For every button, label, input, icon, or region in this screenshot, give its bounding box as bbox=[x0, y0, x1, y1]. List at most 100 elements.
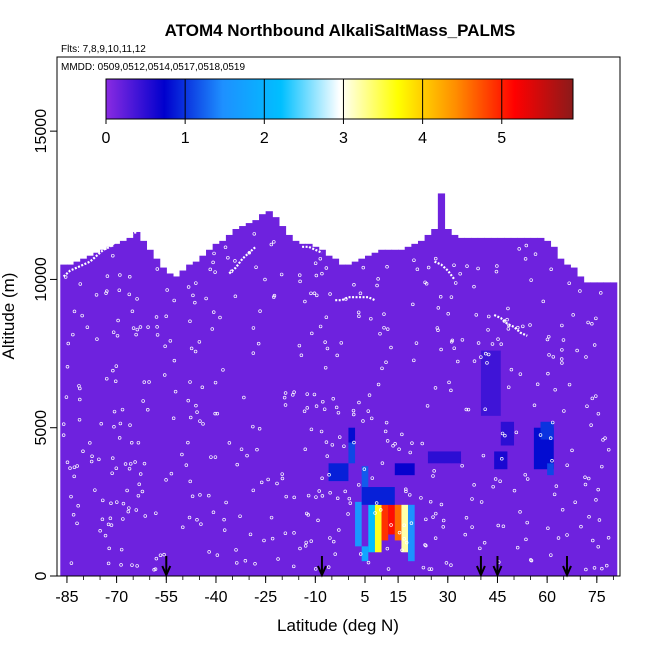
sample-point bbox=[213, 380, 218, 385]
sample-point bbox=[423, 280, 427, 285]
sample-point bbox=[476, 341, 481, 345]
sample-point bbox=[517, 247, 521, 251]
sample-point bbox=[432, 469, 436, 473]
sample-point bbox=[72, 474, 76, 479]
sample-point bbox=[292, 390, 296, 394]
sample-point bbox=[119, 563, 123, 567]
sample-point bbox=[291, 393, 295, 397]
sample-point bbox=[197, 340, 202, 344]
sample-point bbox=[292, 495, 296, 500]
sample-point bbox=[212, 251, 216, 256]
sample-point bbox=[304, 540, 308, 545]
sample-point bbox=[322, 407, 327, 411]
sample-point bbox=[126, 509, 131, 514]
sample-point bbox=[251, 351, 256, 355]
sample-point bbox=[482, 541, 487, 545]
sample-point bbox=[127, 275, 132, 279]
sample-point bbox=[325, 346, 330, 351]
sample-point bbox=[491, 484, 495, 489]
sample-point bbox=[284, 494, 288, 499]
sample-point bbox=[302, 409, 307, 414]
coverage-cell bbox=[252, 220, 260, 576]
sample-point bbox=[551, 355, 556, 359]
sample-point bbox=[547, 353, 551, 357]
sample-point bbox=[111, 368, 115, 373]
sample-point bbox=[121, 517, 125, 521]
sample-point bbox=[439, 347, 443, 352]
sample-point bbox=[233, 259, 237, 263]
sample-point bbox=[528, 323, 532, 327]
sample-point bbox=[599, 291, 603, 295]
sample-point bbox=[125, 488, 129, 493]
sample-point bbox=[533, 252, 538, 256]
sample-point bbox=[347, 496, 352, 501]
sample-point bbox=[506, 327, 511, 331]
sample-point bbox=[201, 422, 205, 426]
coverage-cell bbox=[331, 258, 340, 576]
sample-point bbox=[103, 533, 108, 538]
sample-point bbox=[134, 508, 139, 512]
sample-point bbox=[188, 415, 193, 420]
sample-point bbox=[114, 364, 119, 368]
coverage-cell bbox=[596, 282, 605, 576]
sample-point bbox=[397, 530, 402, 535]
coverage-cell bbox=[557, 258, 565, 576]
sample-point bbox=[303, 447, 308, 452]
y-axis: 0 5000 10000 15000 bbox=[33, 109, 57, 580]
sample-point bbox=[184, 463, 189, 467]
sample-point bbox=[485, 361, 489, 365]
sample-point bbox=[331, 397, 335, 401]
sample-point bbox=[366, 409, 371, 413]
sample-point bbox=[464, 407, 469, 412]
sample-point bbox=[444, 561, 449, 565]
coverage-cell bbox=[424, 234, 432, 576]
sample-point bbox=[481, 453, 486, 458]
sample-point bbox=[472, 284, 476, 289]
sample-point bbox=[291, 564, 296, 569]
sample-point bbox=[119, 547, 124, 552]
sample-point bbox=[239, 447, 244, 451]
sample-point bbox=[298, 546, 302, 551]
sample-point bbox=[604, 563, 609, 568]
coverage-cell bbox=[345, 264, 353, 576]
sample-point bbox=[116, 318, 120, 323]
sample-point bbox=[506, 385, 511, 389]
hotspot-cell bbox=[394, 504, 402, 541]
sample-point bbox=[97, 457, 101, 462]
sample-point bbox=[72, 465, 77, 469]
sample-point bbox=[118, 421, 123, 426]
coverage-cell bbox=[272, 217, 280, 576]
sample-point bbox=[408, 493, 412, 497]
sample-point bbox=[117, 436, 122, 440]
sample-point bbox=[269, 515, 274, 520]
sample-point bbox=[570, 448, 574, 453]
sample-point bbox=[449, 340, 454, 344]
sample-point bbox=[104, 376, 109, 381]
sample-point bbox=[562, 409, 566, 413]
sample-point bbox=[129, 441, 134, 445]
sample-point bbox=[389, 523, 393, 527]
hotspot-cell bbox=[427, 451, 462, 464]
coverage-cell bbox=[186, 264, 194, 576]
sample-point bbox=[548, 436, 553, 440]
sample-point bbox=[108, 516, 113, 521]
sample-point bbox=[318, 256, 323, 261]
colorbar-gradient bbox=[105, 78, 574, 120]
sample-point bbox=[361, 265, 366, 270]
sample-point bbox=[164, 478, 168, 482]
sample-point bbox=[173, 389, 178, 394]
sample-point bbox=[162, 552, 166, 557]
sample-point bbox=[75, 521, 79, 526]
coverage-cell bbox=[73, 261, 81, 576]
sample-point bbox=[560, 348, 564, 352]
hotspot-cell bbox=[381, 504, 389, 541]
sample-point bbox=[596, 544, 600, 549]
sample-point bbox=[428, 499, 433, 504]
sample-point bbox=[140, 489, 145, 494]
sample-point bbox=[162, 373, 167, 377]
sample-point bbox=[238, 514, 242, 518]
sample-point bbox=[571, 313, 575, 317]
coverage-cell bbox=[86, 255, 95, 576]
coverage-cell bbox=[60, 264, 68, 576]
coverage-cell bbox=[285, 234, 293, 576]
